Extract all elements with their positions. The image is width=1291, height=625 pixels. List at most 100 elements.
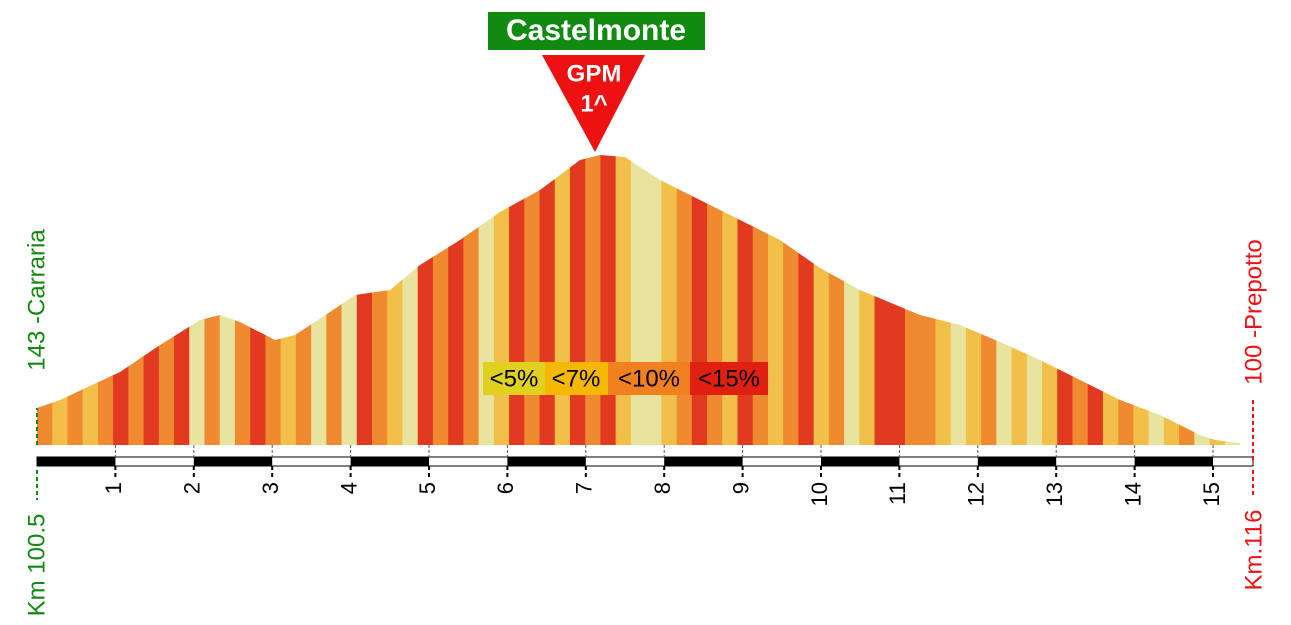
stripe <box>1011 155 1028 445</box>
stripe <box>691 155 708 445</box>
stripe <box>52 155 69 445</box>
km-label: 12 <box>964 482 989 506</box>
stripe <box>509 155 525 445</box>
stripe <box>752 155 769 445</box>
stripe <box>1194 155 1211 445</box>
stripe <box>356 155 373 445</box>
stripe <box>950 155 967 445</box>
start-place: 143 -Carraria <box>23 229 50 371</box>
gpm-category: 1^ <box>580 90 607 117</box>
stripe <box>219 155 236 445</box>
climb-name: Castelmonte <box>506 14 686 47</box>
stripe <box>234 155 251 445</box>
stripe <box>965 155 982 445</box>
stripe <box>432 155 449 445</box>
km-label: 2 <box>180 482 205 494</box>
stripe <box>661 155 678 445</box>
stripe <box>1163 155 1180 445</box>
legend-swatch <box>483 362 545 395</box>
km-label: 11 <box>885 482 910 505</box>
stripe <box>174 155 190 445</box>
stripe <box>97 155 114 445</box>
stripe <box>981 155 997 445</box>
gpm-triangle <box>542 55 645 152</box>
km-label: 10 <box>807 482 832 506</box>
legend-label: <15% <box>698 365 760 392</box>
stripe <box>204 155 221 445</box>
stripe <box>311 155 327 445</box>
stripe <box>828 155 845 445</box>
stripe <box>904 155 921 445</box>
stripe <box>1148 155 1165 445</box>
stripe <box>1042 155 1058 445</box>
stripe <box>387 155 404 445</box>
finish-place: 100 -Prepotto <box>1240 239 1267 384</box>
km-segment <box>821 457 900 466</box>
legend-label: <5% <box>490 365 539 392</box>
stripe <box>767 155 784 445</box>
stripe <box>250 155 267 445</box>
km-label: 1 <box>101 482 126 494</box>
stripe <box>859 155 876 445</box>
km-segment <box>664 457 743 466</box>
stripe <box>646 155 662 445</box>
stripe <box>189 155 206 445</box>
stripe <box>1224 155 1240 445</box>
stripe <box>280 155 297 445</box>
legend-label: <10% <box>618 365 680 392</box>
stripe <box>1057 155 1074 445</box>
stripe <box>67 155 84 445</box>
stripe <box>630 155 647 445</box>
stripe <box>798 155 815 445</box>
stripe <box>265 155 282 445</box>
legend-label: <7% <box>552 365 601 392</box>
stripe <box>676 155 693 445</box>
stripe <box>935 155 952 445</box>
stripe <box>1102 155 1119 445</box>
stripe <box>1118 155 1135 445</box>
km-label: 5 <box>415 482 440 494</box>
stripe <box>615 155 632 445</box>
km-label: 6 <box>493 482 518 494</box>
stripe <box>920 155 937 445</box>
stripe <box>524 155 541 445</box>
stripe <box>569 155 586 445</box>
stripe <box>158 155 175 445</box>
stripe <box>326 155 343 445</box>
stripe <box>707 155 723 445</box>
stripe <box>1072 155 1089 445</box>
legend-swatch <box>608 362 690 395</box>
stripe <box>783 155 799 445</box>
stripe <box>585 155 602 445</box>
stripe <box>128 155 145 445</box>
stripe <box>143 155 160 445</box>
km-label: 8 <box>650 482 675 494</box>
stripe <box>448 155 464 445</box>
km-label: 13 <box>1042 482 1067 506</box>
start-km: Km 100.5 <box>23 514 50 617</box>
stripe <box>1179 155 1195 445</box>
km-label: 3 <box>258 482 283 494</box>
km-axis: 1 2 3 4 5 6 7 8 9 10 11 12 13 14 15 <box>36 445 1254 506</box>
stripe <box>478 155 495 445</box>
finish-km: Km.116 <box>1240 510 1267 591</box>
km-segment <box>37 457 116 466</box>
km-label: 7 <box>572 482 597 494</box>
stripe <box>874 155 891 445</box>
km-segment <box>1134 457 1213 466</box>
km-segment <box>507 457 586 466</box>
legend-swatch <box>545 362 608 395</box>
stripe <box>295 155 312 445</box>
stripe <box>539 155 556 445</box>
stripe <box>82 155 99 445</box>
stripe <box>600 155 617 445</box>
stripe <box>113 155 129 445</box>
stripe <box>372 155 388 445</box>
km-label: 14 <box>1120 482 1145 506</box>
km-segment <box>977 457 1057 466</box>
gpm-label: GPM <box>567 60 622 87</box>
stripe <box>996 155 1013 445</box>
stripe <box>402 155 419 445</box>
stripe <box>417 155 434 445</box>
